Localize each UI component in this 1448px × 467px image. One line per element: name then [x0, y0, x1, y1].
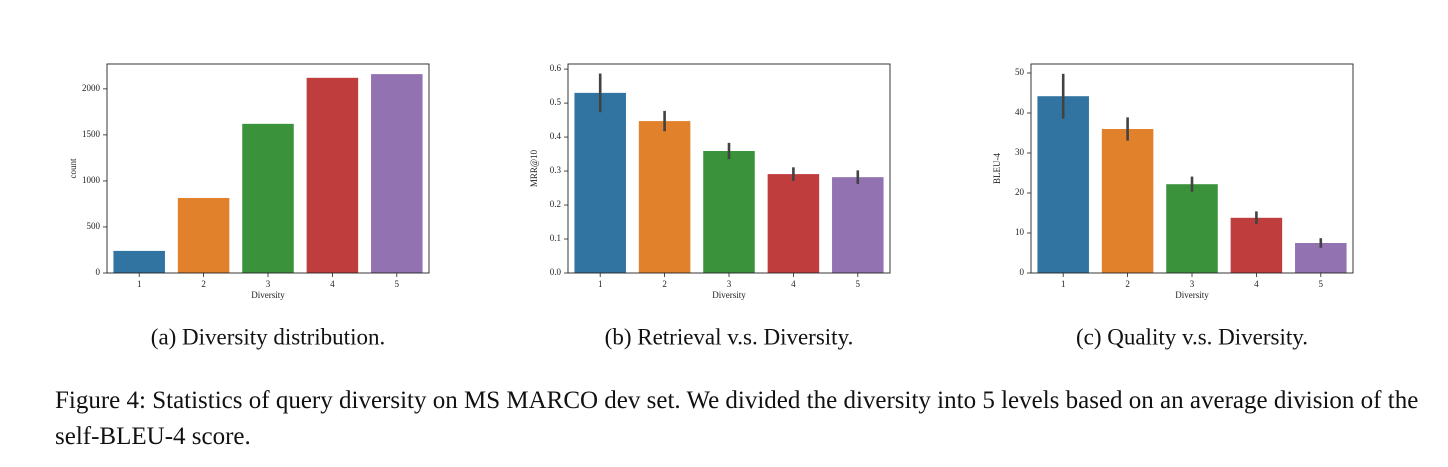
y-axis-label: BLEU-4 — [992, 153, 1002, 184]
y-tick-label: 0.2 — [550, 199, 561, 209]
bar — [1101, 129, 1154, 273]
y-tick-label: 50 — [1015, 67, 1025, 77]
bar — [832, 177, 884, 273]
bar — [1295, 243, 1347, 273]
y-tick-label: 0.0 — [550, 267, 562, 277]
x-tick-label: 3 — [266, 279, 271, 289]
subcaption: (a) Diversity distribution. — [151, 324, 385, 349]
y-tick-label: 0.5 — [550, 97, 562, 107]
bar — [113, 250, 165, 273]
subcaption: (b) Retrieval v.s. Diversity. — [605, 324, 854, 349]
x-tick-label: 3 — [727, 279, 732, 289]
bar — [1230, 217, 1283, 273]
x-axis-label: Diversity — [251, 290, 285, 300]
y-tick-label: 0 — [96, 267, 101, 277]
axes-frame — [106, 63, 430, 274]
x-tick-label: 3 — [1190, 279, 1195, 289]
axes-frame — [567, 63, 891, 274]
x-tick-label: 4 — [330, 279, 335, 289]
x-tick-label: 4 — [791, 279, 796, 289]
y-tick-label: 10 — [1015, 227, 1025, 237]
bar — [306, 77, 359, 273]
x-tick-label: 4 — [1254, 279, 1259, 289]
y-tick-label: 0.1 — [550, 233, 561, 243]
x-tick-label: 5 — [395, 279, 400, 289]
bar — [638, 121, 691, 273]
x-tick-label: 2 — [201, 279, 206, 289]
y-tick-label: 2000 — [82, 83, 101, 93]
x-tick-label: 1 — [598, 279, 603, 289]
bar — [1166, 184, 1218, 273]
x-tick-label: 5 — [856, 279, 861, 289]
x-tick-label: 2 — [662, 279, 667, 289]
bar — [767, 174, 820, 273]
y-tick-label: 0 — [1020, 267, 1025, 277]
y-axis-label: MRR@10 — [529, 149, 539, 187]
figure-caption: Figure 4: Statistics of query diversity … — [55, 387, 1419, 450]
y-tick-label: 40 — [1015, 107, 1025, 117]
y-tick-label: 1000 — [82, 175, 101, 185]
y-tick-label: 0.4 — [550, 131, 562, 141]
y-tick-label: 1500 — [82, 129, 101, 139]
bar — [703, 150, 755, 273]
x-tick-label: 1 — [1061, 279, 1066, 289]
x-tick-label: 1 — [137, 279, 142, 289]
y-tick-label: 0.6 — [550, 63, 562, 73]
bar — [1037, 96, 1089, 273]
bar — [177, 197, 230, 273]
x-tick-label: 2 — [1125, 279, 1130, 289]
y-tick-label: 30 — [1015, 147, 1025, 157]
x-axis-label: Diversity — [712, 290, 746, 300]
y-tick-label: 500 — [87, 221, 101, 231]
bar — [242, 123, 294, 273]
axes-frame — [1030, 63, 1354, 274]
bar — [574, 92, 626, 274]
y-tick-label: 20 — [1015, 187, 1025, 197]
x-axis-label: Diversity — [1175, 290, 1209, 300]
y-axis-label: count — [68, 158, 78, 178]
bar — [371, 74, 423, 274]
y-tick-label: 0.3 — [550, 165, 562, 175]
x-tick-label: 5 — [1319, 279, 1324, 289]
subcaption: (c) Quality v.s. Diversity. — [1076, 324, 1308, 349]
